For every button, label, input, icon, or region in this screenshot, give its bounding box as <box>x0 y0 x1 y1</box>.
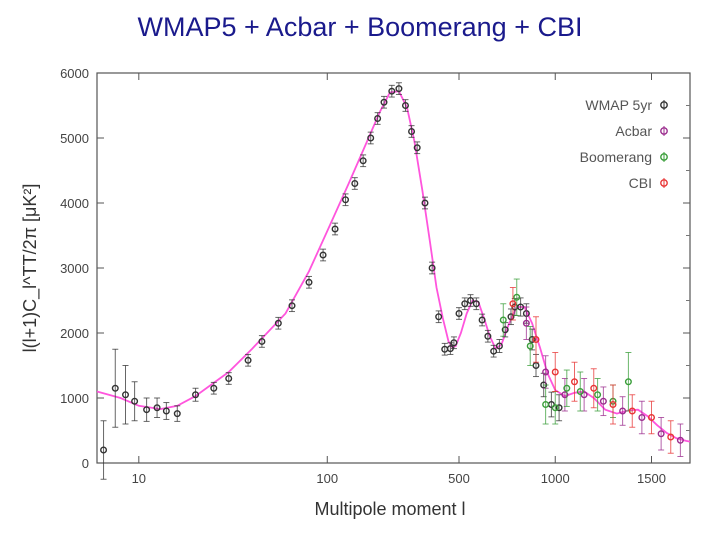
data-point <box>522 319 530 327</box>
data-point <box>225 375 233 383</box>
data-point <box>288 302 296 310</box>
y-tick-label: 1000 <box>60 391 89 406</box>
data-point <box>555 404 563 412</box>
data-point <box>210 384 218 392</box>
axes: 0 1000 2000 3000 4000 5000 6000 10 100 500 1000 150… <box>60 66 690 486</box>
data-point <box>571 378 579 386</box>
data-point <box>467 297 475 305</box>
data-point <box>162 407 170 415</box>
data-point <box>624 378 632 386</box>
data-point <box>258 337 266 345</box>
data-point <box>590 384 598 392</box>
data-point <box>648 414 656 422</box>
data-point <box>374 114 382 122</box>
data-point <box>192 391 200 399</box>
x-tick-label: 100 <box>316 471 338 486</box>
data-point <box>122 391 130 399</box>
data-point <box>478 316 486 324</box>
data-point <box>351 179 359 187</box>
legend-label: Boomerang <box>580 149 652 165</box>
y-tick-label: 5000 <box>60 131 89 146</box>
data-point <box>244 356 252 364</box>
data-point <box>305 278 313 286</box>
data-point <box>428 264 436 272</box>
data-point <box>657 430 665 438</box>
data-point <box>331 225 339 233</box>
x-tick-label: 1000 <box>541 471 570 486</box>
legend: WMAP 5yr Acbar Boomerang CBI <box>580 97 668 191</box>
data-point <box>490 347 498 355</box>
data-point <box>153 404 161 412</box>
data-point <box>509 300 517 308</box>
slide-title: WMAP5 + Acbar + Boomerang + CBI <box>137 12 583 42</box>
data-point <box>131 397 139 405</box>
y-tick-label: 2000 <box>60 326 89 341</box>
data-point <box>472 300 480 308</box>
y-tick-label: 4000 <box>60 196 89 211</box>
series-wmap-5yr <box>100 82 563 480</box>
data-point <box>499 316 507 324</box>
y-tick-label: 3000 <box>60 261 89 276</box>
data-point <box>380 98 388 106</box>
data-point <box>319 251 327 259</box>
data-point <box>100 446 108 454</box>
y-tick-label: 6000 <box>60 66 89 81</box>
data-point <box>395 85 403 93</box>
data-point <box>676 436 684 444</box>
data-point <box>542 401 550 409</box>
data-point <box>421 199 429 207</box>
series-cbi <box>509 287 675 454</box>
data-point <box>667 433 675 441</box>
legend-label: WMAP 5yr <box>585 97 652 113</box>
data-point <box>628 407 636 415</box>
data-point <box>274 319 282 327</box>
data-point <box>359 157 367 165</box>
data-point <box>551 404 559 412</box>
data-point <box>435 313 443 321</box>
legend-label: Acbar <box>615 123 652 139</box>
model-curve <box>96 90 691 443</box>
data-point <box>408 127 416 135</box>
data-point <box>542 368 550 376</box>
y-axis-title: l(l+1)C_l^TT/2π [μK²] <box>20 184 41 353</box>
data-point <box>532 336 540 344</box>
data-point <box>638 414 646 422</box>
x-tick-label: 500 <box>448 471 470 486</box>
data-point <box>495 342 503 350</box>
data-point <box>455 310 463 318</box>
data-point <box>551 368 559 376</box>
data-point <box>111 384 119 392</box>
data-point <box>609 401 617 409</box>
x-axis-title: Multipole moment l <box>314 499 465 519</box>
data-point <box>594 391 602 399</box>
data-point <box>599 397 607 405</box>
data-point <box>526 342 534 350</box>
data-point <box>576 388 584 396</box>
data-point <box>461 300 469 308</box>
data-point <box>143 406 151 414</box>
x-tick-label: 1500 <box>637 471 666 486</box>
data-points-layer <box>100 82 684 480</box>
data-point <box>484 332 492 340</box>
legend-label: CBI <box>629 175 652 191</box>
x-tick-label: 10 <box>132 471 146 486</box>
data-point <box>413 144 421 152</box>
data-point <box>563 384 571 392</box>
data-point <box>173 410 181 418</box>
data-point <box>367 134 375 142</box>
data-point <box>388 87 396 95</box>
data-point <box>401 101 409 109</box>
data-point <box>342 196 350 204</box>
series-acbar <box>522 306 684 457</box>
data-point <box>513 293 521 301</box>
model-curve-layer <box>96 90 691 443</box>
data-point <box>450 339 458 347</box>
y-tick-label: 0 <box>82 456 89 471</box>
data-point <box>501 326 509 334</box>
data-point <box>561 391 569 399</box>
